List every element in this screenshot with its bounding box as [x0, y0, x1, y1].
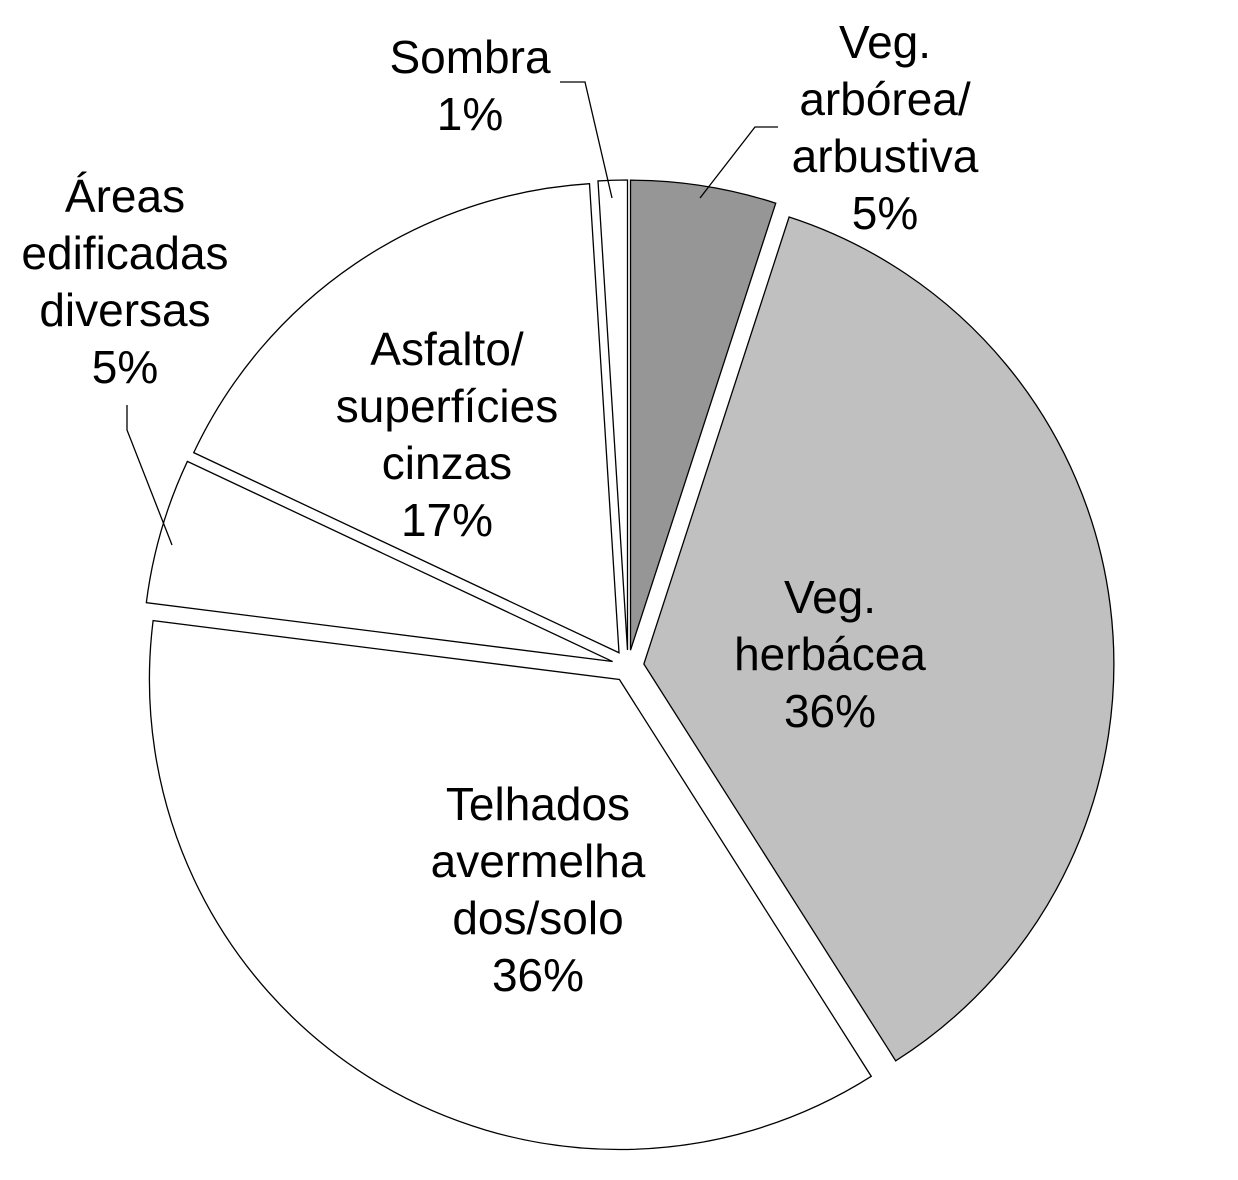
slice-label-5: Sombra 1% — [389, 31, 550, 140]
slice-label-line: 17% — [401, 494, 493, 546]
slice-label-line: Veg. — [839, 16, 931, 68]
slice-label-line: herbácea — [734, 628, 926, 680]
slice-label-line: Veg. — [784, 571, 876, 623]
pie-slice-5 — [597, 179, 629, 651]
slice-label-line: 36% — [492, 949, 584, 1001]
slice-label-0: Veg. arbórea/arbustiva 5% — [792, 16, 979, 239]
slice-label-line: edificadas — [21, 227, 228, 279]
pie-slice-0 — [629, 179, 777, 651]
slice-label-1: Veg. herbácea 36% — [734, 571, 926, 737]
leader-line-areas-edificadas — [126, 405, 173, 546]
slice-label-2: Telhados avermelha dos/solo 36% — [431, 778, 646, 1001]
slice-label-line: arbustiva — [792, 130, 979, 182]
slice-label-line: dos/solo — [452, 892, 623, 944]
leader-lines — [126, 81, 778, 546]
slice-label-line: 5% — [852, 187, 918, 239]
leader-line-sombra — [560, 81, 613, 199]
slice-label-3: Áreas edificadas diversas 5% — [21, 170, 228, 393]
slice-label-line: Asfalto/ — [370, 323, 524, 375]
slice-label-line: 5% — [92, 341, 158, 393]
pie-slice-4 — [192, 183, 620, 654]
pie-slice-2 — [148, 619, 873, 1151]
slice-label-line: diversas — [39, 284, 210, 336]
slice-label-line: superfícies — [336, 380, 558, 432]
slice-label-line: Áreas — [65, 170, 185, 222]
slice-label-line: arbórea/ — [799, 73, 971, 125]
slice-label-line: cinzas — [382, 437, 512, 489]
pie-slice-1 — [643, 216, 1115, 1062]
pie-slices — [145, 179, 1115, 1151]
slice-label-line: 1% — [437, 88, 503, 140]
slice-label-4: Asfalto/superfícies cinzas 17% — [336, 323, 558, 546]
pie-slice-3 — [145, 460, 613, 663]
slice-label-line: Telhados — [446, 778, 630, 830]
slice-labels: Veg. arbórea/arbustiva 5%Veg. herbácea 36%Te… — [21, 16, 978, 1001]
slice-label-line: avermelha — [431, 835, 646, 887]
leader-line-veg-arborea — [699, 126, 778, 199]
slice-label-line: 36% — [784, 685, 876, 737]
slice-label-line: Sombra — [389, 31, 550, 83]
